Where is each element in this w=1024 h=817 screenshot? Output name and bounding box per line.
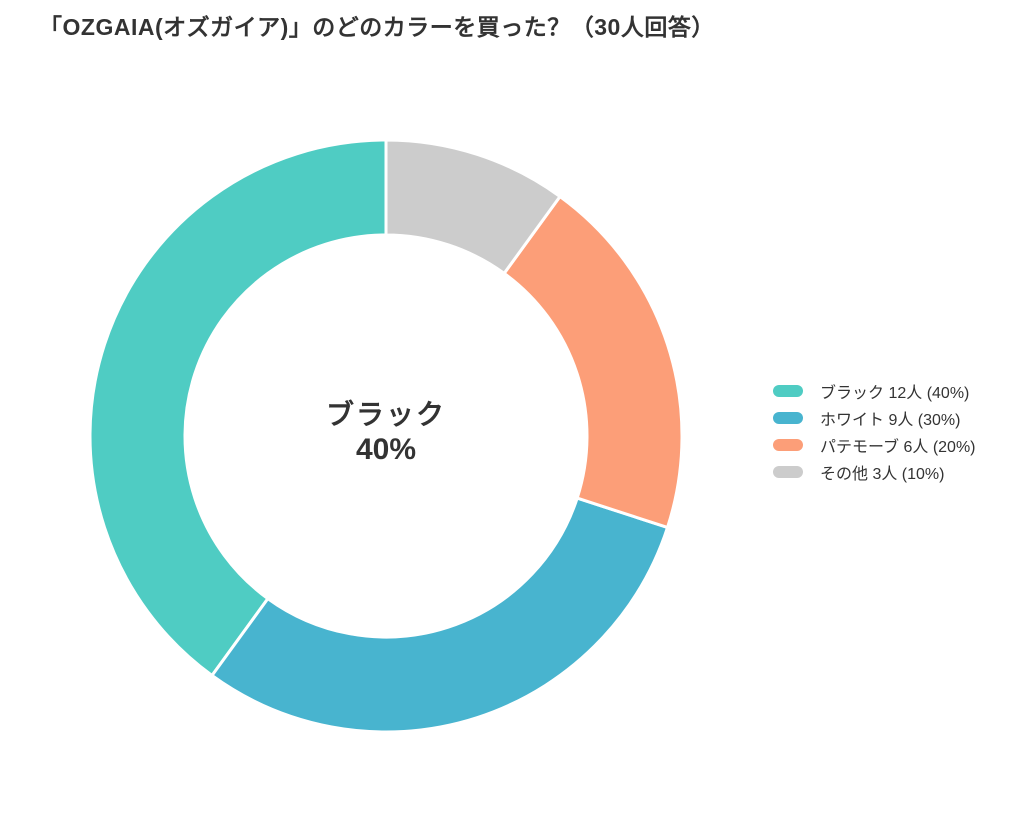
legend-label-3: その他 3人 (10%) (820, 466, 945, 483)
legend-item-2[interactable]: パテモーブ 6人 (20%) (773, 435, 976, 456)
donut-segment-0[interactable] (88, 138, 388, 677)
legend-swatch-0 (773, 385, 803, 397)
legend-item-1[interactable]: ホワイト 9人 (30%) (773, 408, 976, 429)
legend-label-1: ホワイト 9人 (30%) (820, 412, 961, 429)
legend-item-3[interactable]: その他 3人 (10%) (773, 462, 976, 483)
legend-label-2: パテモーブ 6人 (20%) (820, 439, 976, 456)
legend-swatch-2 (773, 439, 803, 451)
chart-title: 「OZGAIA(オズガイア)」のどのカラーを買った？（30人回答） (39, 14, 715, 40)
legend-item-0[interactable]: ブラック 12人 (40%) (773, 381, 976, 402)
legend: ブラック 12人 (40%) ホワイト 9人 (30%) パテモーブ 6人 (20%… (773, 381, 976, 483)
legend-label-0: ブラック 12人 (40%) (820, 385, 970, 402)
donut-segment-1[interactable] (210, 496, 670, 734)
donut-segment-3[interactable] (384, 138, 562, 275)
legend-swatch-1 (773, 412, 803, 424)
legend-swatch-3 (773, 466, 803, 478)
donut-segment-2[interactable] (502, 195, 684, 529)
